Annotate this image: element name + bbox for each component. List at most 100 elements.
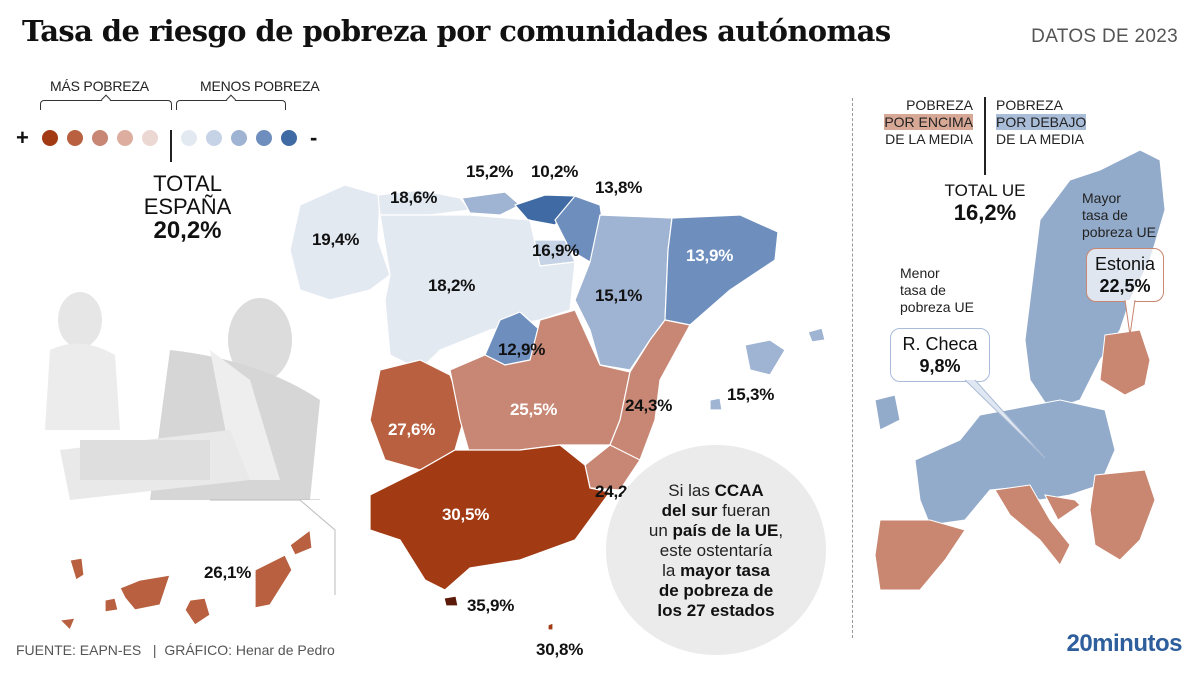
- eu-iberia: [874, 519, 966, 591]
- label-cataluna: 13,9%: [686, 246, 734, 265]
- label-baleares: 15,3%: [727, 385, 775, 404]
- note-text: este ostentaría: [659, 541, 773, 560]
- eu-legend-text: POBREZA: [906, 97, 973, 113]
- legend-dot-more-4: [117, 130, 133, 146]
- eu-min-value: 9,8%: [919, 356, 961, 376]
- label-ceuta: 35,9%: [467, 596, 515, 615]
- note-text: la: [662, 561, 681, 580]
- note-line: pobreza UE: [900, 299, 974, 315]
- eu-legend-highlight-below: POR DEBAJO: [996, 114, 1087, 130]
- label-asturias: 18,6%: [390, 188, 438, 207]
- eu-max-note: Mayor tasa de pobreza UE: [1082, 190, 1156, 241]
- spain-total-value: 20,2%: [153, 217, 222, 245]
- note-line: Menor: [900, 265, 940, 281]
- eu-legend-above: POBREZA POR ENCIMA DE LA MEDIA: [870, 97, 973, 148]
- eu-min-callout: R. Checa 9,8%: [890, 328, 990, 382]
- legend-dot-less-5: [281, 130, 297, 146]
- legend-dot-more-2: [67, 130, 83, 146]
- legend-dot-less-1: [181, 130, 197, 146]
- region-ceuta: [443, 595, 459, 607]
- eu-min-note: Menor tasa de pobreza UE: [900, 265, 974, 316]
- label-pais-vasco: 10,2%: [531, 162, 579, 181]
- eu-balkans-east: [1089, 469, 1156, 561]
- color-legend: + -: [16, 122, 336, 162]
- eu-total-value: 16,2%: [953, 199, 1017, 225]
- region-canarias: [59, 529, 313, 631]
- note-line: tasa de: [900, 282, 946, 298]
- legend-dot-less-4: [256, 130, 272, 146]
- chart-title: Tasa de riesgo de pobreza por comunidade…: [22, 14, 891, 48]
- note-bold: país de la UE: [672, 521, 779, 540]
- brand-logo: 20minutos: [1066, 630, 1182, 657]
- section-divider: [852, 98, 853, 638]
- note-line: tasa de: [1082, 207, 1128, 223]
- minus-sign: -: [310, 125, 318, 150]
- spain-total: TOTAL ESPAÑA 20,2%: [130, 172, 245, 243]
- legend-less-label: MENOS POBREZA: [200, 78, 320, 94]
- eu-legend-below: POBREZA POR DEBAJO DE LA MEDIA: [996, 97, 1087, 148]
- eu-total: TOTAL UE 16,2%: [930, 181, 1040, 225]
- volunteers-photo: [45, 292, 320, 500]
- label-la-rioja: 16,9%: [532, 241, 580, 260]
- label-cantabria: 15,2%: [466, 162, 514, 181]
- region-murcia: [584, 444, 641, 491]
- eu-baltics: [1099, 329, 1151, 396]
- legend-dot-more-3: [92, 130, 108, 146]
- note-text: Si las: [668, 481, 715, 500]
- note-bold: del sur: [661, 501, 718, 520]
- date-label: DATOS DE 2023: [1031, 26, 1178, 47]
- region-baleares: [709, 327, 826, 411]
- label-castilla-leon: 18,2%: [428, 276, 476, 295]
- label-melilla: 30,8%: [536, 640, 584, 659]
- eu-croatia: [1044, 494, 1081, 521]
- legend-divider: [170, 130, 172, 162]
- legend-more-label: MÁS POBREZA: [50, 78, 149, 94]
- eu-min-country: R. Checa: [902, 334, 978, 354]
- legend-less-brace: [176, 100, 286, 110]
- label-valencia: 24,3%: [625, 396, 673, 415]
- note-bold: CCAA: [714, 481, 764, 500]
- label-galicia: 19,4%: [312, 230, 360, 249]
- note-bold: mayor tasa: [680, 561, 770, 580]
- eu-legend-text: DE LA MEDIA: [996, 131, 1084, 147]
- label-andalucia: 30,5%: [442, 505, 490, 524]
- eu-max-value: 22,5%: [1099, 276, 1151, 296]
- label-navarra: 13,8%: [595, 178, 643, 197]
- note-bold: los 27 estados: [657, 601, 775, 620]
- eu-max-country: Estonia: [1095, 254, 1156, 274]
- legend-dot-less-2: [206, 130, 222, 146]
- legend-dot-more-5: [142, 130, 158, 146]
- eu-legend-text: DE LA MEDIA: [885, 131, 973, 147]
- south-regions-note: Si las CCAA del sur fueran un país de la…: [606, 445, 826, 655]
- eu-legend-text: POBREZA: [996, 97, 1063, 113]
- label-aragon: 15,1%: [595, 286, 643, 305]
- note-line: Mayor: [1082, 190, 1121, 206]
- region-melilla: [547, 622, 554, 631]
- region-andalucia: [369, 444, 611, 591]
- note-text: fueran: [717, 501, 771, 520]
- eu-total-label: TOTAL UE: [944, 181, 1026, 200]
- region-cataluna: [664, 214, 779, 326]
- source-credit: FUENTE: EAPN-ES | GRÁFICO: Henar de Pedr…: [16, 642, 335, 658]
- legend-dot-less-3: [231, 130, 247, 146]
- note-text: ,: [778, 521, 784, 540]
- eu-legend-highlight-above: POR ENCIMA: [884, 114, 973, 130]
- region-cantabria: [461, 191, 521, 216]
- canarias-inset-line: [210, 499, 336, 595]
- label-extremadura: 27,6%: [388, 420, 436, 439]
- plus-sign: +: [16, 125, 29, 150]
- eu-legend-divider: [984, 97, 986, 175]
- eu-italy: [994, 484, 1071, 566]
- region-galicia: [289, 184, 391, 301]
- legend-dot-more-1: [42, 130, 58, 146]
- legend-more-brace: [40, 100, 172, 110]
- spain-total-label-2: ESPAÑA: [143, 194, 232, 220]
- eu-max-callout: Estonia 22,5%: [1086, 248, 1165, 302]
- label-castilla-mancha: 25,5%: [510, 400, 558, 419]
- note-line: pobreza UE: [1082, 224, 1156, 240]
- spain-total-label-1: TOTAL: [153, 171, 222, 196]
- eu-ireland: [874, 394, 901, 431]
- label-canarias: 26,1%: [204, 563, 252, 582]
- label-madrid: 12,9%: [498, 340, 546, 359]
- note-bold: de pobreza de: [658, 581, 774, 600]
